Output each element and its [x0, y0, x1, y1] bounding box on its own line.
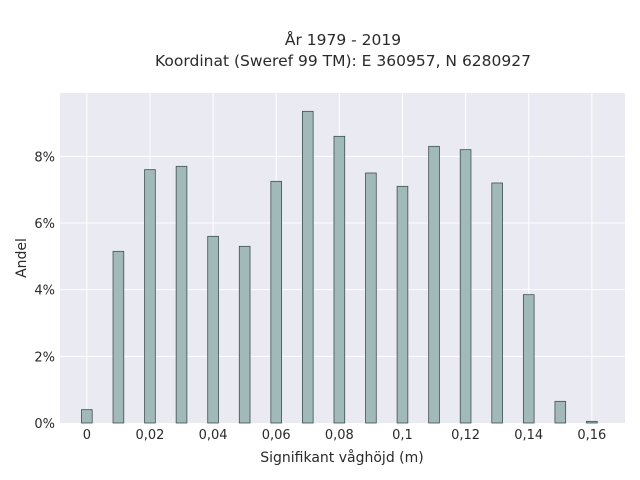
y-tick-label: 6% [34, 217, 55, 232]
bar [270, 180, 282, 424]
y-tick-label: 8% [34, 150, 55, 165]
y-axis-ticks: 0% 2% 4% 6% 8% [34, 150, 55, 432]
bar [396, 185, 409, 424]
bar [144, 169, 156, 424]
bar [586, 420, 598, 424]
x-tick-label: 0,16 [577, 428, 606, 443]
x-tick-label: 0,14 [514, 428, 543, 443]
bar [459, 149, 472, 424]
x-axis-ticks: 0 0,02 0,04 0,06 0,08 0,1 0,12 0,14 0,16 [83, 428, 607, 443]
bar [428, 145, 440, 424]
bars [81, 110, 598, 424]
y-tick-label: 4% [34, 284, 55, 299]
x-tick-label: 0,12 [451, 428, 480, 443]
x-tick-label: 0 [83, 428, 91, 443]
chart-title-line-2: Koordinat (Sweref 99 TM): E 360957, N 62… [155, 52, 531, 70]
bar [491, 182, 503, 424]
bar [522, 294, 535, 424]
x-tick-label: 0,04 [199, 428, 228, 443]
x-tick-label: 0,08 [325, 428, 354, 443]
bar [333, 135, 346, 424]
y-tick-label: 2% [34, 350, 55, 365]
bar [207, 235, 219, 424]
x-axis-label: Signifikant våghöjd (m) [260, 449, 423, 466]
x-tick-label: 0,06 [262, 428, 291, 443]
bar [81, 409, 93, 424]
bar [302, 110, 314, 424]
x-tick-label: 0,1 [392, 428, 413, 443]
bar [238, 245, 251, 424]
x-tick-label: 0,02 [135, 428, 164, 443]
y-axis-label: Andel [14, 238, 30, 278]
chart-title-line-1: År 1979 - 2019 [285, 30, 401, 49]
bar [554, 400, 567, 424]
y-tick-label: 0% [34, 417, 55, 432]
bar [112, 250, 125, 424]
bar [365, 172, 377, 424]
bar [175, 165, 188, 424]
